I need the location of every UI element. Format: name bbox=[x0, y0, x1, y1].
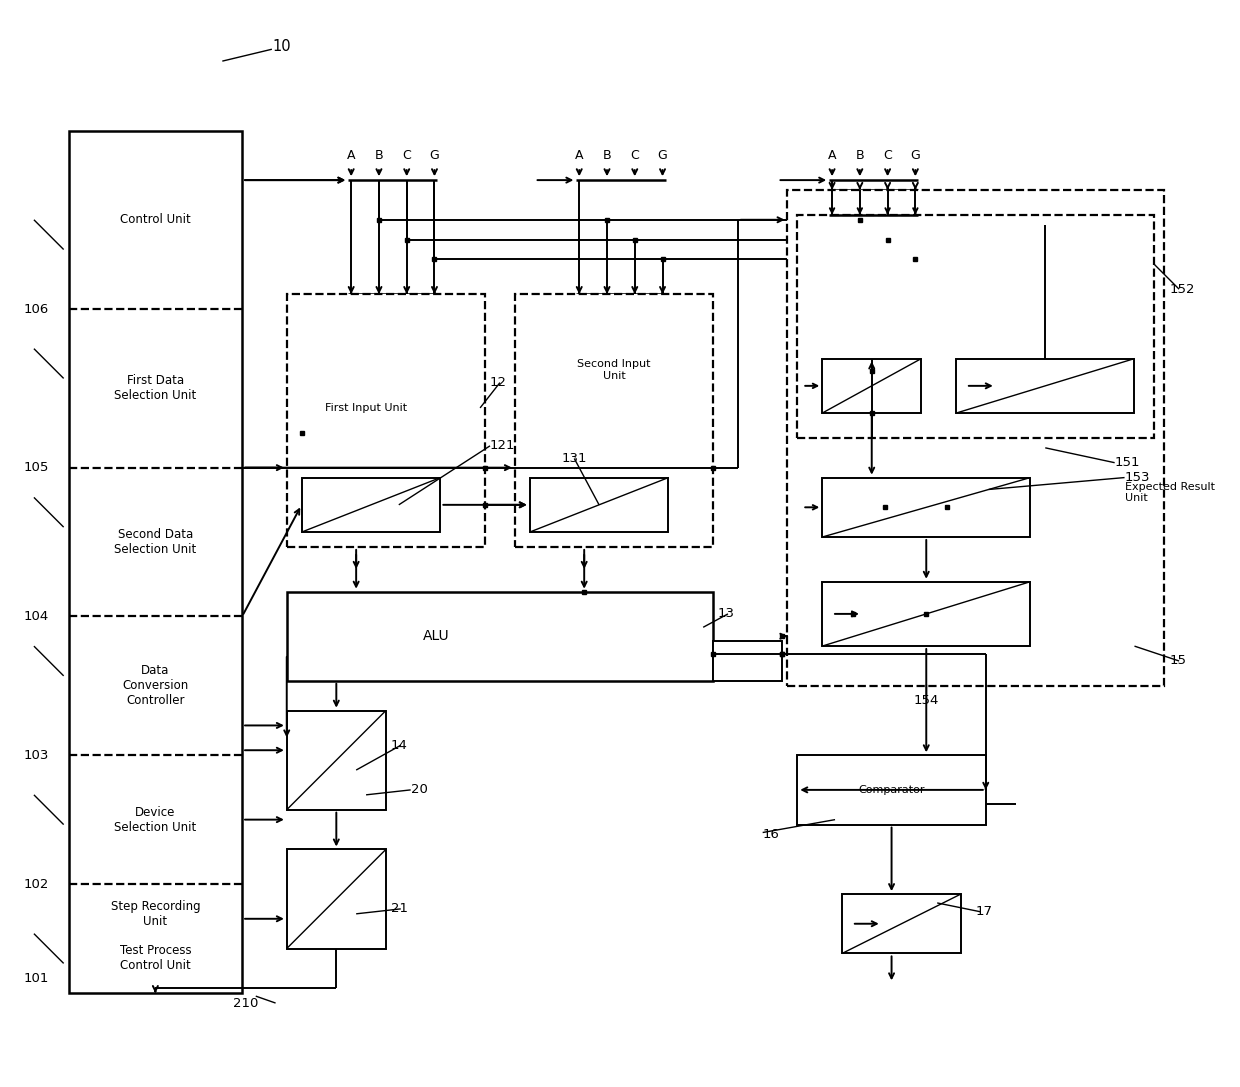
Text: G: G bbox=[657, 149, 667, 162]
Text: A: A bbox=[828, 149, 836, 162]
Bar bbox=[797, 215, 1154, 438]
Text: 20: 20 bbox=[410, 784, 428, 797]
Text: Expected Result
Unit: Expected Result Unit bbox=[1125, 482, 1214, 503]
Text: 10: 10 bbox=[273, 39, 291, 53]
Text: 13: 13 bbox=[718, 608, 735, 621]
Text: Comparator: Comparator bbox=[858, 785, 925, 795]
Text: C: C bbox=[630, 149, 639, 162]
Text: First Input Unit: First Input Unit bbox=[325, 403, 407, 413]
Bar bbox=[822, 477, 1030, 537]
Text: Control Unit: Control Unit bbox=[120, 213, 191, 226]
Bar bbox=[797, 755, 986, 825]
Text: 104: 104 bbox=[24, 610, 48, 623]
Bar bbox=[286, 711, 386, 810]
Text: 14: 14 bbox=[391, 739, 408, 752]
Text: Device
Selection Unit: Device Selection Unit bbox=[114, 805, 196, 834]
Bar bbox=[529, 477, 668, 533]
Text: G: G bbox=[910, 149, 920, 162]
Text: 121: 121 bbox=[490, 439, 516, 452]
Text: ALU: ALU bbox=[423, 629, 449, 644]
Text: 21: 21 bbox=[391, 902, 408, 915]
Text: B: B bbox=[856, 149, 864, 162]
Text: 106: 106 bbox=[24, 302, 48, 315]
Text: B: B bbox=[603, 149, 611, 162]
Text: A: A bbox=[347, 149, 356, 162]
Text: 17: 17 bbox=[976, 905, 993, 919]
Text: 102: 102 bbox=[24, 877, 48, 890]
Bar bbox=[713, 641, 782, 680]
Text: 151: 151 bbox=[1115, 457, 1140, 470]
Text: A: A bbox=[575, 149, 584, 162]
Text: 152: 152 bbox=[1169, 283, 1194, 296]
Text: Second Input
Unit: Second Input Unit bbox=[577, 359, 651, 380]
Text: Data
Conversion
Controller: Data Conversion Controller bbox=[123, 664, 188, 708]
Text: 16: 16 bbox=[763, 828, 780, 841]
Text: 15: 15 bbox=[1169, 654, 1187, 667]
Text: B: B bbox=[374, 149, 383, 162]
Text: 105: 105 bbox=[24, 461, 48, 474]
Bar bbox=[286, 591, 713, 680]
Text: 131: 131 bbox=[562, 452, 587, 465]
Text: Second Data
Selection Unit: Second Data Selection Unit bbox=[114, 528, 196, 557]
Bar bbox=[286, 295, 485, 547]
Bar bbox=[822, 359, 921, 413]
Bar bbox=[68, 130, 242, 994]
Bar bbox=[301, 477, 440, 533]
Text: 103: 103 bbox=[24, 749, 48, 762]
Bar bbox=[842, 894, 961, 953]
Bar bbox=[956, 359, 1135, 413]
Bar bbox=[787, 190, 1164, 686]
Text: Test Process
Control Unit: Test Process Control Unit bbox=[119, 945, 191, 973]
Text: First Data
Selection Unit: First Data Selection Unit bbox=[114, 374, 196, 402]
Text: 154: 154 bbox=[914, 695, 939, 708]
Text: 101: 101 bbox=[24, 972, 48, 985]
Text: 153: 153 bbox=[1125, 471, 1149, 484]
Text: C: C bbox=[883, 149, 892, 162]
Bar bbox=[515, 295, 713, 547]
Text: G: G bbox=[429, 149, 439, 162]
Text: C: C bbox=[402, 149, 412, 162]
Text: 12: 12 bbox=[490, 376, 507, 389]
Bar bbox=[286, 849, 386, 949]
Text: Step Recording
Unit: Step Recording Unit bbox=[110, 900, 200, 928]
Text: 210: 210 bbox=[233, 997, 258, 1010]
Bar bbox=[822, 582, 1030, 646]
